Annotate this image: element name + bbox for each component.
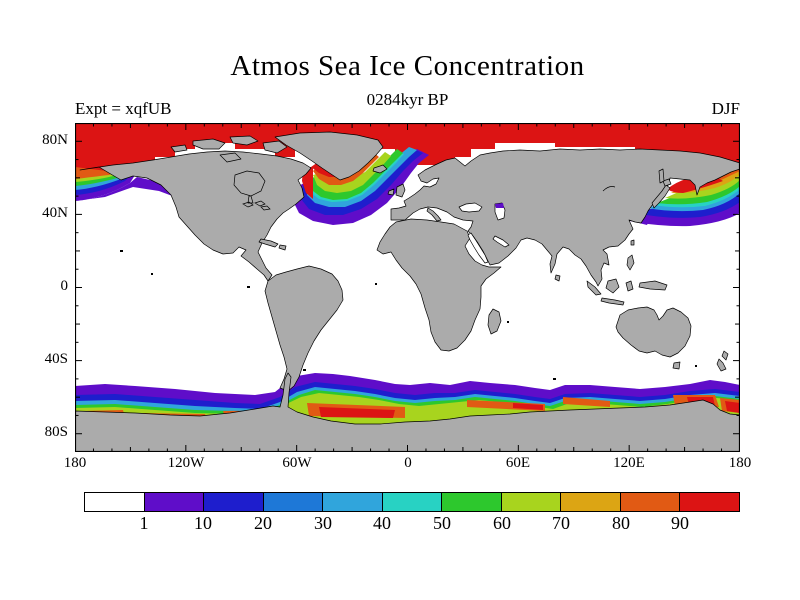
x-axis-label-0: 0 — [404, 455, 412, 471]
colorbar-segment — [619, 492, 681, 512]
madagascar — [487, 308, 502, 335]
colorbar-segment — [262, 492, 324, 512]
borneo — [605, 278, 620, 294]
sakhalin — [658, 168, 665, 184]
japan — [651, 184, 671, 209]
colorbar — [84, 492, 741, 512]
sumatra — [586, 280, 602, 296]
south-america — [264, 265, 344, 392]
colorbar-label-10: 10 — [194, 513, 212, 533]
colorbar-label-90: 90 — [671, 513, 689, 533]
x-axis-label-120w: 120W — [167, 455, 205, 471]
arctic-island — [192, 138, 226, 150]
hispaniola — [278, 244, 287, 251]
experiment-label: Expt = xqfUB — [75, 99, 172, 118]
persian-gulf — [492, 235, 510, 248]
colorbar-segment — [500, 492, 562, 512]
taiwan — [630, 239, 635, 246]
arctic-island — [170, 144, 188, 153]
new-zealand-north — [721, 350, 729, 361]
new-guinea — [638, 280, 668, 291]
y-axis-label-80n: 80N — [42, 132, 68, 148]
black-sea — [458, 202, 483, 213]
italy — [426, 207, 442, 222]
australia — [615, 306, 692, 358]
map-frame — [75, 123, 740, 452]
colorbar-label-20: 20 — [254, 513, 272, 533]
sri-lanka — [554, 274, 561, 282]
caspian-ice-patch — [495, 203, 504, 208]
lake-baikal-outline — [602, 186, 616, 192]
iceland — [372, 164, 388, 174]
eurasia — [390, 148, 740, 287]
antarctica — [75, 372, 740, 452]
red-sea — [467, 232, 489, 264]
x-axis-label-60w: 60W — [282, 455, 312, 471]
y-axis-label-40n: 40N — [42, 205, 68, 221]
colorbar-segment — [381, 492, 443, 512]
x-axis-label-180e: 180 — [728, 455, 752, 471]
colorbar-segment — [143, 492, 205, 512]
colorbar-label-30: 30 — [314, 513, 332, 533]
africa — [376, 218, 502, 352]
y-axis-label-80s: 80S — [44, 424, 68, 440]
great-lakes-outline — [242, 200, 271, 211]
greenland — [274, 131, 384, 181]
season-label: DJF — [711, 99, 740, 118]
baffin-island — [262, 140, 288, 154]
colorbar-label-40: 40 — [373, 513, 391, 533]
y-axis-label-40s: 40S — [44, 351, 68, 367]
plot-title: Atmos Sea Ice Concentration — [230, 50, 585, 82]
plot-subtitle: 0284kyr BP — [366, 90, 449, 109]
x-axis-label-60e: 60E — [505, 455, 531, 471]
hokkaido — [662, 178, 672, 187]
colorbar-segment — [441, 492, 502, 512]
tasmania — [672, 361, 681, 370]
continents — [75, 131, 740, 452]
new-zealand-south — [716, 358, 727, 372]
colorbar-label-1: 1 — [139, 513, 149, 533]
world-map — [75, 123, 740, 452]
colorbar-segment — [84, 492, 145, 512]
colorbar-segment — [322, 492, 383, 512]
philippines — [626, 254, 635, 271]
island-specks — [120, 250, 697, 380]
great-britain — [395, 183, 406, 198]
cuba — [258, 238, 279, 248]
colorbar-label-60: 60 — [493, 513, 511, 533]
ireland — [387, 188, 395, 196]
arctic-island — [229, 135, 259, 146]
java — [600, 297, 625, 306]
x-axis-label-120e: 120E — [613, 455, 645, 471]
colorbar-segment — [679, 492, 741, 512]
colorbar-segment — [203, 492, 264, 512]
victoria-island — [219, 152, 242, 163]
hudson-bay-outline — [233, 170, 266, 204]
colorbar-label-70: 70 — [552, 513, 570, 533]
north-america — [79, 150, 312, 282]
sulawesi — [625, 280, 634, 292]
colorbar-label-50: 50 — [433, 513, 451, 533]
inland-water — [233, 170, 616, 264]
colorbar-label-80: 80 — [612, 513, 630, 533]
x-axis-label-180w: 180 — [63, 455, 87, 471]
y-axis-label-0: 0 — [60, 278, 69, 294]
colorbar-segment — [560, 492, 621, 512]
north-atlantic-ice-edge — [293, 147, 429, 225]
